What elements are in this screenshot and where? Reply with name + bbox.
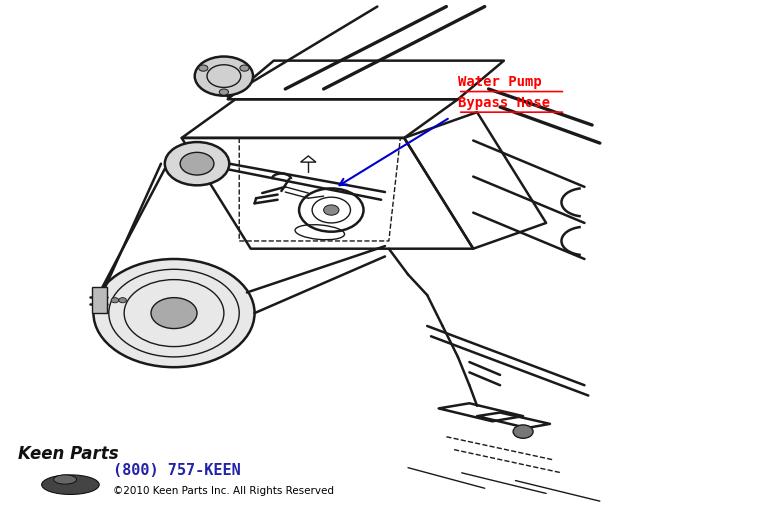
Circle shape — [119, 298, 126, 303]
Circle shape — [165, 142, 229, 185]
Text: Keen Parts: Keen Parts — [18, 444, 119, 463]
Circle shape — [323, 205, 339, 215]
Circle shape — [219, 89, 229, 95]
Circle shape — [240, 65, 249, 71]
Text: (800) 757-KEEN: (800) 757-KEEN — [112, 463, 240, 478]
Circle shape — [93, 259, 255, 367]
Text: ©2010 Keen Parts Inc. All Rights Reserved: ©2010 Keen Parts Inc. All Rights Reserve… — [112, 486, 333, 496]
Circle shape — [180, 152, 214, 175]
Circle shape — [513, 425, 533, 438]
Ellipse shape — [54, 475, 76, 484]
Circle shape — [151, 298, 197, 328]
Circle shape — [199, 65, 208, 71]
Ellipse shape — [42, 475, 99, 495]
Polygon shape — [92, 287, 107, 313]
Circle shape — [111, 298, 119, 303]
Circle shape — [195, 56, 253, 96]
Text: Water Pump: Water Pump — [458, 75, 550, 89]
Text: Bypass Hose: Bypass Hose — [458, 96, 550, 110]
